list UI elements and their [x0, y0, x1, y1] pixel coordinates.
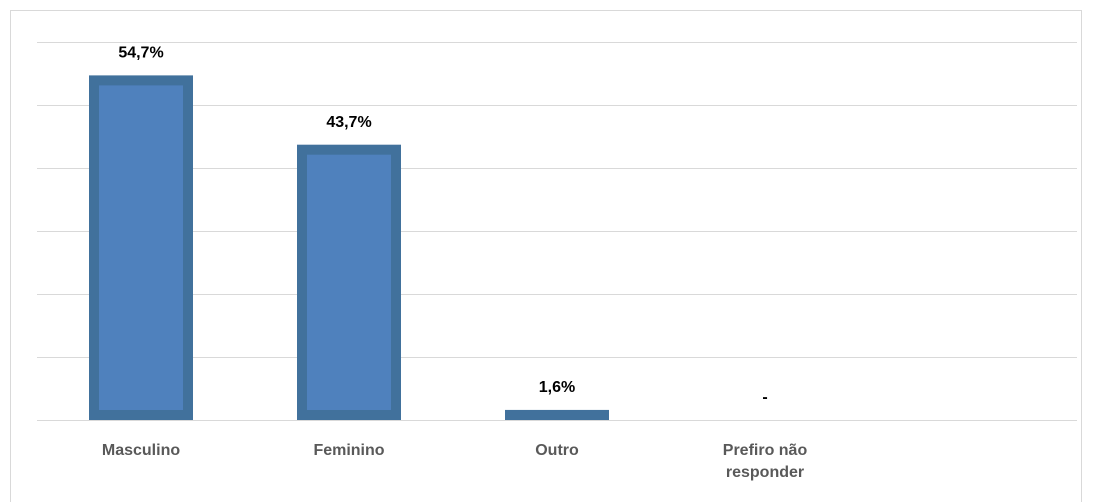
x-tick-label: Feminino	[313, 442, 385, 459]
bar	[297, 144, 401, 420]
bar	[89, 75, 193, 420]
x-tick-label: Outro	[535, 442, 579, 459]
value-label: 54,7%	[118, 45, 163, 62]
x-tick-label: Prefiro não responder	[722, 442, 808, 481]
value-label: 43,7%	[326, 114, 371, 131]
value-label: -	[762, 389, 767, 406]
value-label: 1,6%	[539, 379, 575, 396]
x-tick-label: Masculino	[101, 442, 181, 459]
